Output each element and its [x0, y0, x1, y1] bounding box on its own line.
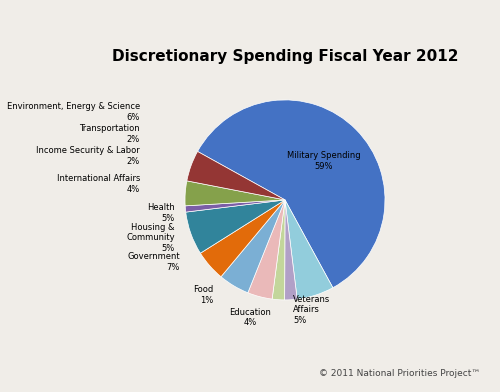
Wedge shape [186, 200, 285, 253]
Wedge shape [285, 200, 333, 299]
Text: Food
1%: Food 1% [193, 285, 213, 305]
Text: Veterans
Affairs
5%: Veterans Affairs 5% [293, 295, 330, 325]
Text: © 2011 National Priorities Project™: © 2011 National Priorities Project™ [320, 369, 480, 378]
Title: Discretionary Spending Fiscal Year 2012: Discretionary Spending Fiscal Year 2012 [112, 49, 458, 64]
Wedge shape [248, 200, 285, 299]
Text: Environment, Energy & Science
6%: Environment, Energy & Science 6% [6, 102, 140, 122]
Text: Government
7%: Government 7% [128, 252, 180, 272]
Wedge shape [221, 200, 285, 293]
Wedge shape [284, 200, 297, 300]
Text: International Affairs
4%: International Affairs 4% [56, 174, 140, 194]
Text: Health
5%: Health 5% [147, 203, 175, 223]
Wedge shape [200, 200, 285, 277]
Wedge shape [185, 181, 285, 206]
Wedge shape [185, 200, 285, 212]
Wedge shape [187, 151, 285, 200]
Text: Military Spending
59%: Military Spending 59% [287, 151, 361, 171]
Text: Income Security & Labor
2%: Income Security & Labor 2% [36, 146, 140, 166]
Wedge shape [198, 100, 385, 288]
Text: Transportation
2%: Transportation 2% [80, 124, 140, 143]
Text: Housing &
Community
5%: Housing & Community 5% [126, 223, 175, 253]
Text: Education
4%: Education 4% [229, 308, 271, 327]
Wedge shape [272, 200, 285, 300]
